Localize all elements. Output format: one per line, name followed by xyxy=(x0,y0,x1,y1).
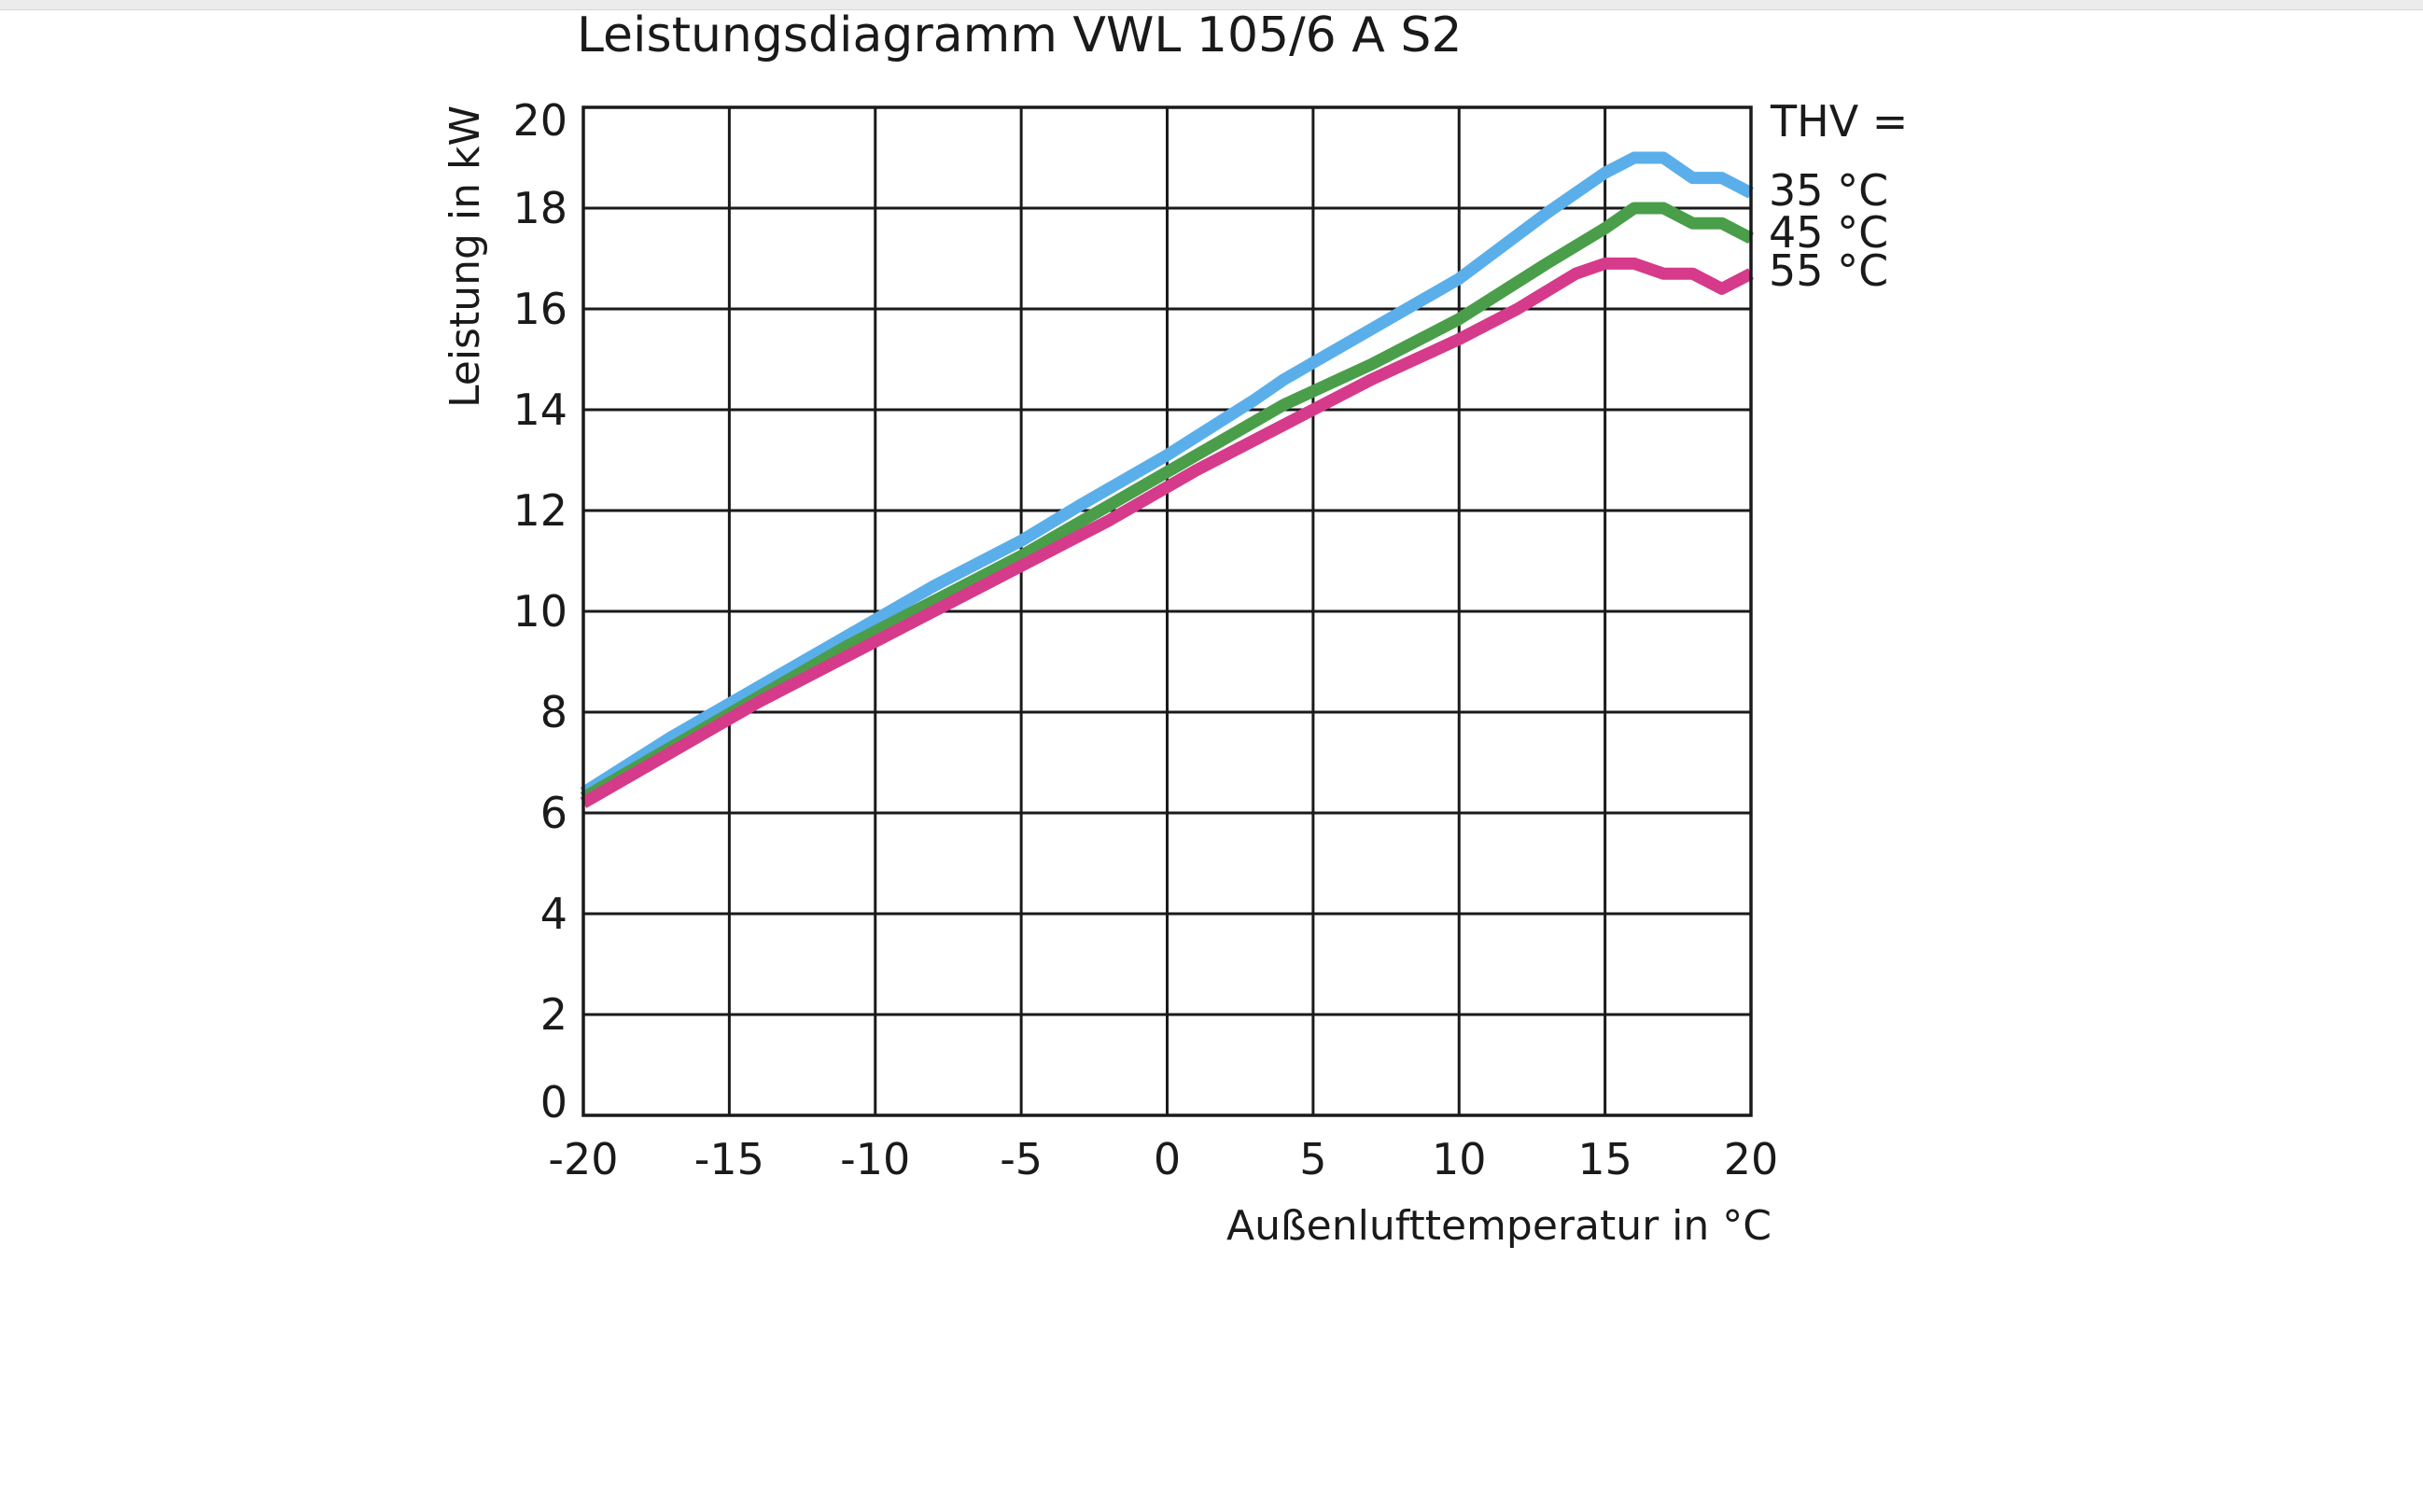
legend-entry: 35 °C xyxy=(1769,165,1888,216)
chart-title: Leistungsdiagramm VWL 105/6 A S2 xyxy=(577,7,1462,63)
x-tick-label: 10 xyxy=(1432,1134,1487,1184)
series-line-3 xyxy=(580,257,1754,808)
y-tick-label: 20 xyxy=(512,95,567,146)
y-tick-label: 18 xyxy=(512,183,567,233)
plot-frame xyxy=(581,105,1753,1117)
x-tick-label: -5 xyxy=(1000,1134,1043,1184)
y-tick-label: 2 xyxy=(540,989,567,1040)
y-tick-label: 12 xyxy=(512,485,567,536)
legend-entry: 45 °C xyxy=(1769,207,1888,258)
x-tick-label: 15 xyxy=(1577,1134,1632,1184)
x-axis-label: Außenlufttemperatur in °C xyxy=(1226,1202,1772,1250)
legend-entry: 55 °C xyxy=(1769,245,1888,296)
y-tick-label: 4 xyxy=(540,889,567,939)
series-lines xyxy=(580,151,1754,808)
y-tick-label: 10 xyxy=(512,586,567,637)
y-tick-label: 14 xyxy=(512,385,567,435)
legend: THV = 35 °C45 °C55 °C xyxy=(1769,96,1908,296)
y-tick-label: 16 xyxy=(512,284,567,334)
x-tick-label: -15 xyxy=(694,1134,764,1184)
series-line-1 xyxy=(580,151,1754,798)
x-tick-label: 20 xyxy=(1724,1134,1779,1184)
x-axis-ticks: -20 -15 -10 -5 0 5 10 15 20 xyxy=(548,1134,1778,1184)
x-tick-label: 0 xyxy=(1154,1134,1181,1184)
x-tick-label: -10 xyxy=(840,1134,910,1184)
y-axis-label: Leistung in kW xyxy=(441,105,489,408)
toolbar-strip xyxy=(0,0,2423,10)
y-tick-label: 6 xyxy=(540,788,567,838)
series-line-2 xyxy=(580,202,1754,804)
y-axis-ticks: 0 2 4 6 8 10 12 14 16 18 20 xyxy=(512,95,567,1127)
y-tick-label: 0 xyxy=(540,1077,567,1127)
x-tick-label: -20 xyxy=(548,1134,618,1184)
grid-lines xyxy=(581,105,1753,1117)
legend-title: THV = xyxy=(1770,96,1908,147)
y-tick-label: 8 xyxy=(540,687,567,737)
x-tick-label: 5 xyxy=(1299,1134,1326,1184)
